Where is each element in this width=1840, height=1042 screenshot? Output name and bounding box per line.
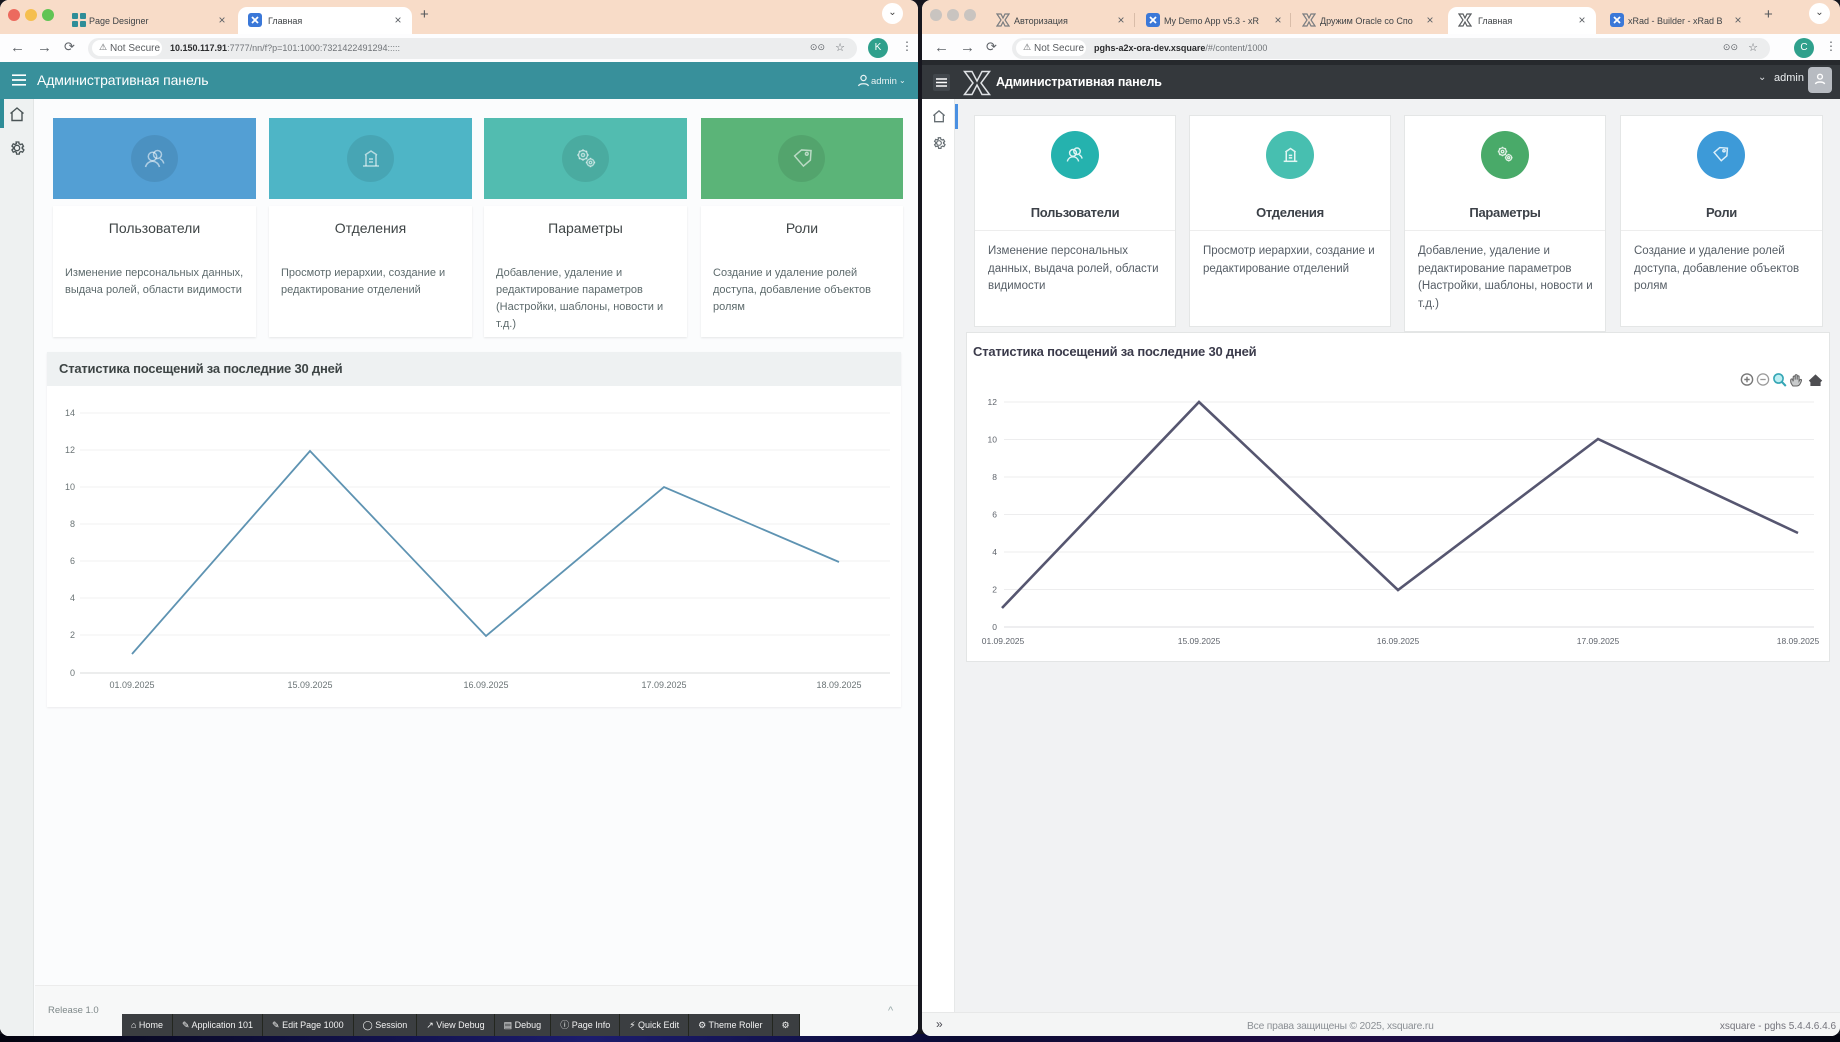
svg-text:18.09.2025: 18.09.2025	[816, 680, 861, 690]
svg-text:8: 8	[70, 519, 75, 529]
svg-text:2: 2	[70, 630, 75, 640]
svg-text:15.09.2025: 15.09.2025	[287, 680, 332, 690]
svg-text:18.09.2025: 18.09.2025	[1777, 636, 1820, 646]
svg-text:01.09.2025: 01.09.2025	[109, 680, 154, 690]
svg-text:12: 12	[988, 397, 998, 407]
svg-text:2: 2	[992, 585, 997, 595]
svg-text:6: 6	[992, 510, 997, 520]
svg-text:6: 6	[70, 556, 75, 566]
svg-text:8: 8	[992, 472, 997, 482]
svg-text:17.09.2025: 17.09.2025	[1577, 636, 1620, 646]
svg-text:0: 0	[70, 668, 75, 678]
svg-text:10: 10	[65, 482, 75, 492]
svg-text:16.09.2025: 16.09.2025	[463, 680, 508, 690]
svg-text:01.09.2025: 01.09.2025	[982, 636, 1025, 646]
svg-text:17.09.2025: 17.09.2025	[641, 680, 686, 690]
svg-text:16.09.2025: 16.09.2025	[1377, 636, 1420, 646]
svg-text:10: 10	[988, 435, 998, 445]
svg-text:12: 12	[65, 445, 75, 455]
svg-text:0: 0	[992, 622, 997, 632]
svg-text:4: 4	[70, 593, 75, 603]
svg-text:14: 14	[65, 408, 75, 418]
svg-text:15.09.2025: 15.09.2025	[1178, 636, 1221, 646]
svg-text:4: 4	[992, 547, 997, 557]
